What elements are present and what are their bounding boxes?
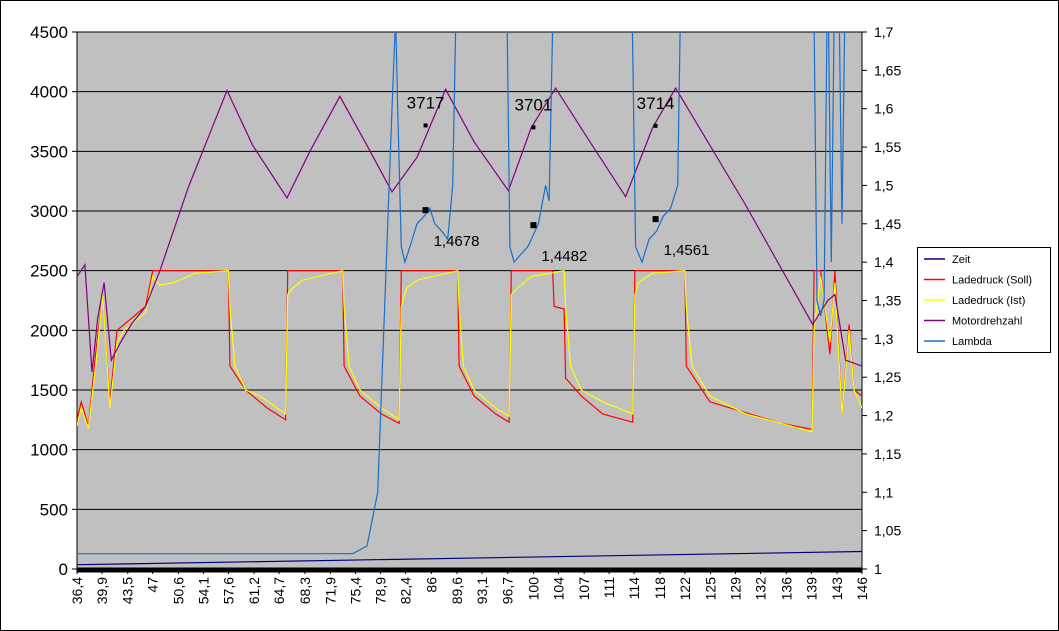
x-tick-label: 78,9 <box>373 577 389 604</box>
annotation-label: 1,4482 <box>541 248 587 265</box>
x-tick-label: 47 <box>145 577 161 593</box>
x-tick-label: 86 <box>423 577 439 593</box>
annotation-marker <box>422 207 429 214</box>
y-tick-label: 1500 <box>30 381 68 400</box>
y-tick-label: 2000 <box>30 321 68 340</box>
x-tick-label: 82,4 <box>398 577 414 604</box>
x-tick-label: 114 <box>626 577 642 600</box>
y2-tick-label: 1,5 <box>874 177 894 193</box>
x-tick-label: 125 <box>703 577 719 601</box>
y-tick-label: 500 <box>40 500 68 519</box>
x-tick-label: 93,1 <box>474 577 490 604</box>
annotation-label: 3701 <box>515 95 553 114</box>
y2-tick-label: 1,25 <box>874 369 901 385</box>
x-tick-label: 107 <box>576 577 592 601</box>
y2-tick-label: 1,3 <box>874 331 894 347</box>
annotation-label: 1,4678 <box>434 233 480 250</box>
x-tick-label: 50,6 <box>170 577 186 604</box>
annotation-label: 3714 <box>637 94 675 113</box>
series-line <box>77 86 862 373</box>
x-tick-label: 71,9 <box>323 577 339 604</box>
y2-tick-label: 1,4 <box>874 254 894 270</box>
y-tick-label: 0 <box>59 560 68 579</box>
x-tick-label: 132 <box>753 577 769 601</box>
x-tick-label: 111 <box>601 577 617 598</box>
y2-tick-label: 1,6 <box>874 101 894 117</box>
y2-tick-label: 1,1 <box>874 484 894 500</box>
plot-area <box>77 32 862 569</box>
x-tick-label: 143 <box>829 577 845 601</box>
x-tick-label: 129 <box>728 577 744 601</box>
legend-label: Motordrehzahl <box>952 316 1022 328</box>
annotation-marker <box>530 222 537 229</box>
x-tick-label: 64,7 <box>271 577 287 604</box>
y2-tick-label: 1,15 <box>874 446 901 462</box>
annotation-label: 1,4561 <box>664 242 710 259</box>
x-tick-label: 36,4 <box>69 577 85 604</box>
x-tick-label: 122 <box>677 577 693 601</box>
y2-tick-label: 1,2 <box>874 408 894 424</box>
x-tick-label: 39,9 <box>94 577 110 604</box>
y-tick-label: 2500 <box>30 262 68 281</box>
series-line <box>77 32 846 555</box>
annotation-marker <box>652 216 659 223</box>
y-tick-label: 3000 <box>30 202 68 221</box>
series-group <box>77 32 862 566</box>
y2-tick-label: 1,65 <box>874 62 901 78</box>
y2-tick-label: 1,7 <box>874 24 894 40</box>
y2-tick-label: 1,45 <box>874 216 901 232</box>
y-tick-label: 1000 <box>30 441 68 460</box>
x-tick-label: 68,3 <box>297 577 313 604</box>
series-line <box>77 550 862 566</box>
x-tick-label: 43,5 <box>120 577 136 604</box>
y2-tick-label: 1,35 <box>874 293 901 309</box>
annotation-marker <box>653 123 658 128</box>
series-line <box>77 269 862 433</box>
legend-label: Zeit <box>952 254 970 266</box>
y2-tick-label: 1 <box>874 561 882 577</box>
legend-label: Ladedruck (Soll) <box>952 275 1032 287</box>
x-tick-label: 54,1 <box>195 577 211 604</box>
x-tick-label: 61,2 <box>246 577 262 604</box>
x-tick-label: 57,6 <box>220 577 236 604</box>
x-tick-label: 96,7 <box>500 577 516 604</box>
series-line <box>77 270 862 431</box>
x-tick-label: 146 <box>854 577 870 601</box>
x-tick-label: 75,4 <box>348 577 364 604</box>
annotation-marker <box>423 123 428 128</box>
legend-label: Ladedruck (Ist) <box>952 295 1025 307</box>
y-tick-label: 3500 <box>30 142 68 161</box>
x-tick-label: 100 <box>525 577 541 601</box>
x-tick-label: 104 <box>550 577 566 601</box>
x-tick-label: 118 <box>652 577 668 600</box>
y-tick-label: 4000 <box>30 83 68 102</box>
annotation-label: 3717 <box>407 93 445 112</box>
x-tick-label: 139 <box>803 577 819 601</box>
x-tick-label: 136 <box>778 577 794 601</box>
y2-tick-label: 1,55 <box>874 139 901 155</box>
y2-tick-label: 1,05 <box>874 523 901 539</box>
annotation-marker <box>531 125 536 130</box>
x-tick-label: 89,6 <box>449 577 465 604</box>
y-tick-label: 4500 <box>30 23 68 42</box>
legend-label: Lambda <box>952 336 993 348</box>
